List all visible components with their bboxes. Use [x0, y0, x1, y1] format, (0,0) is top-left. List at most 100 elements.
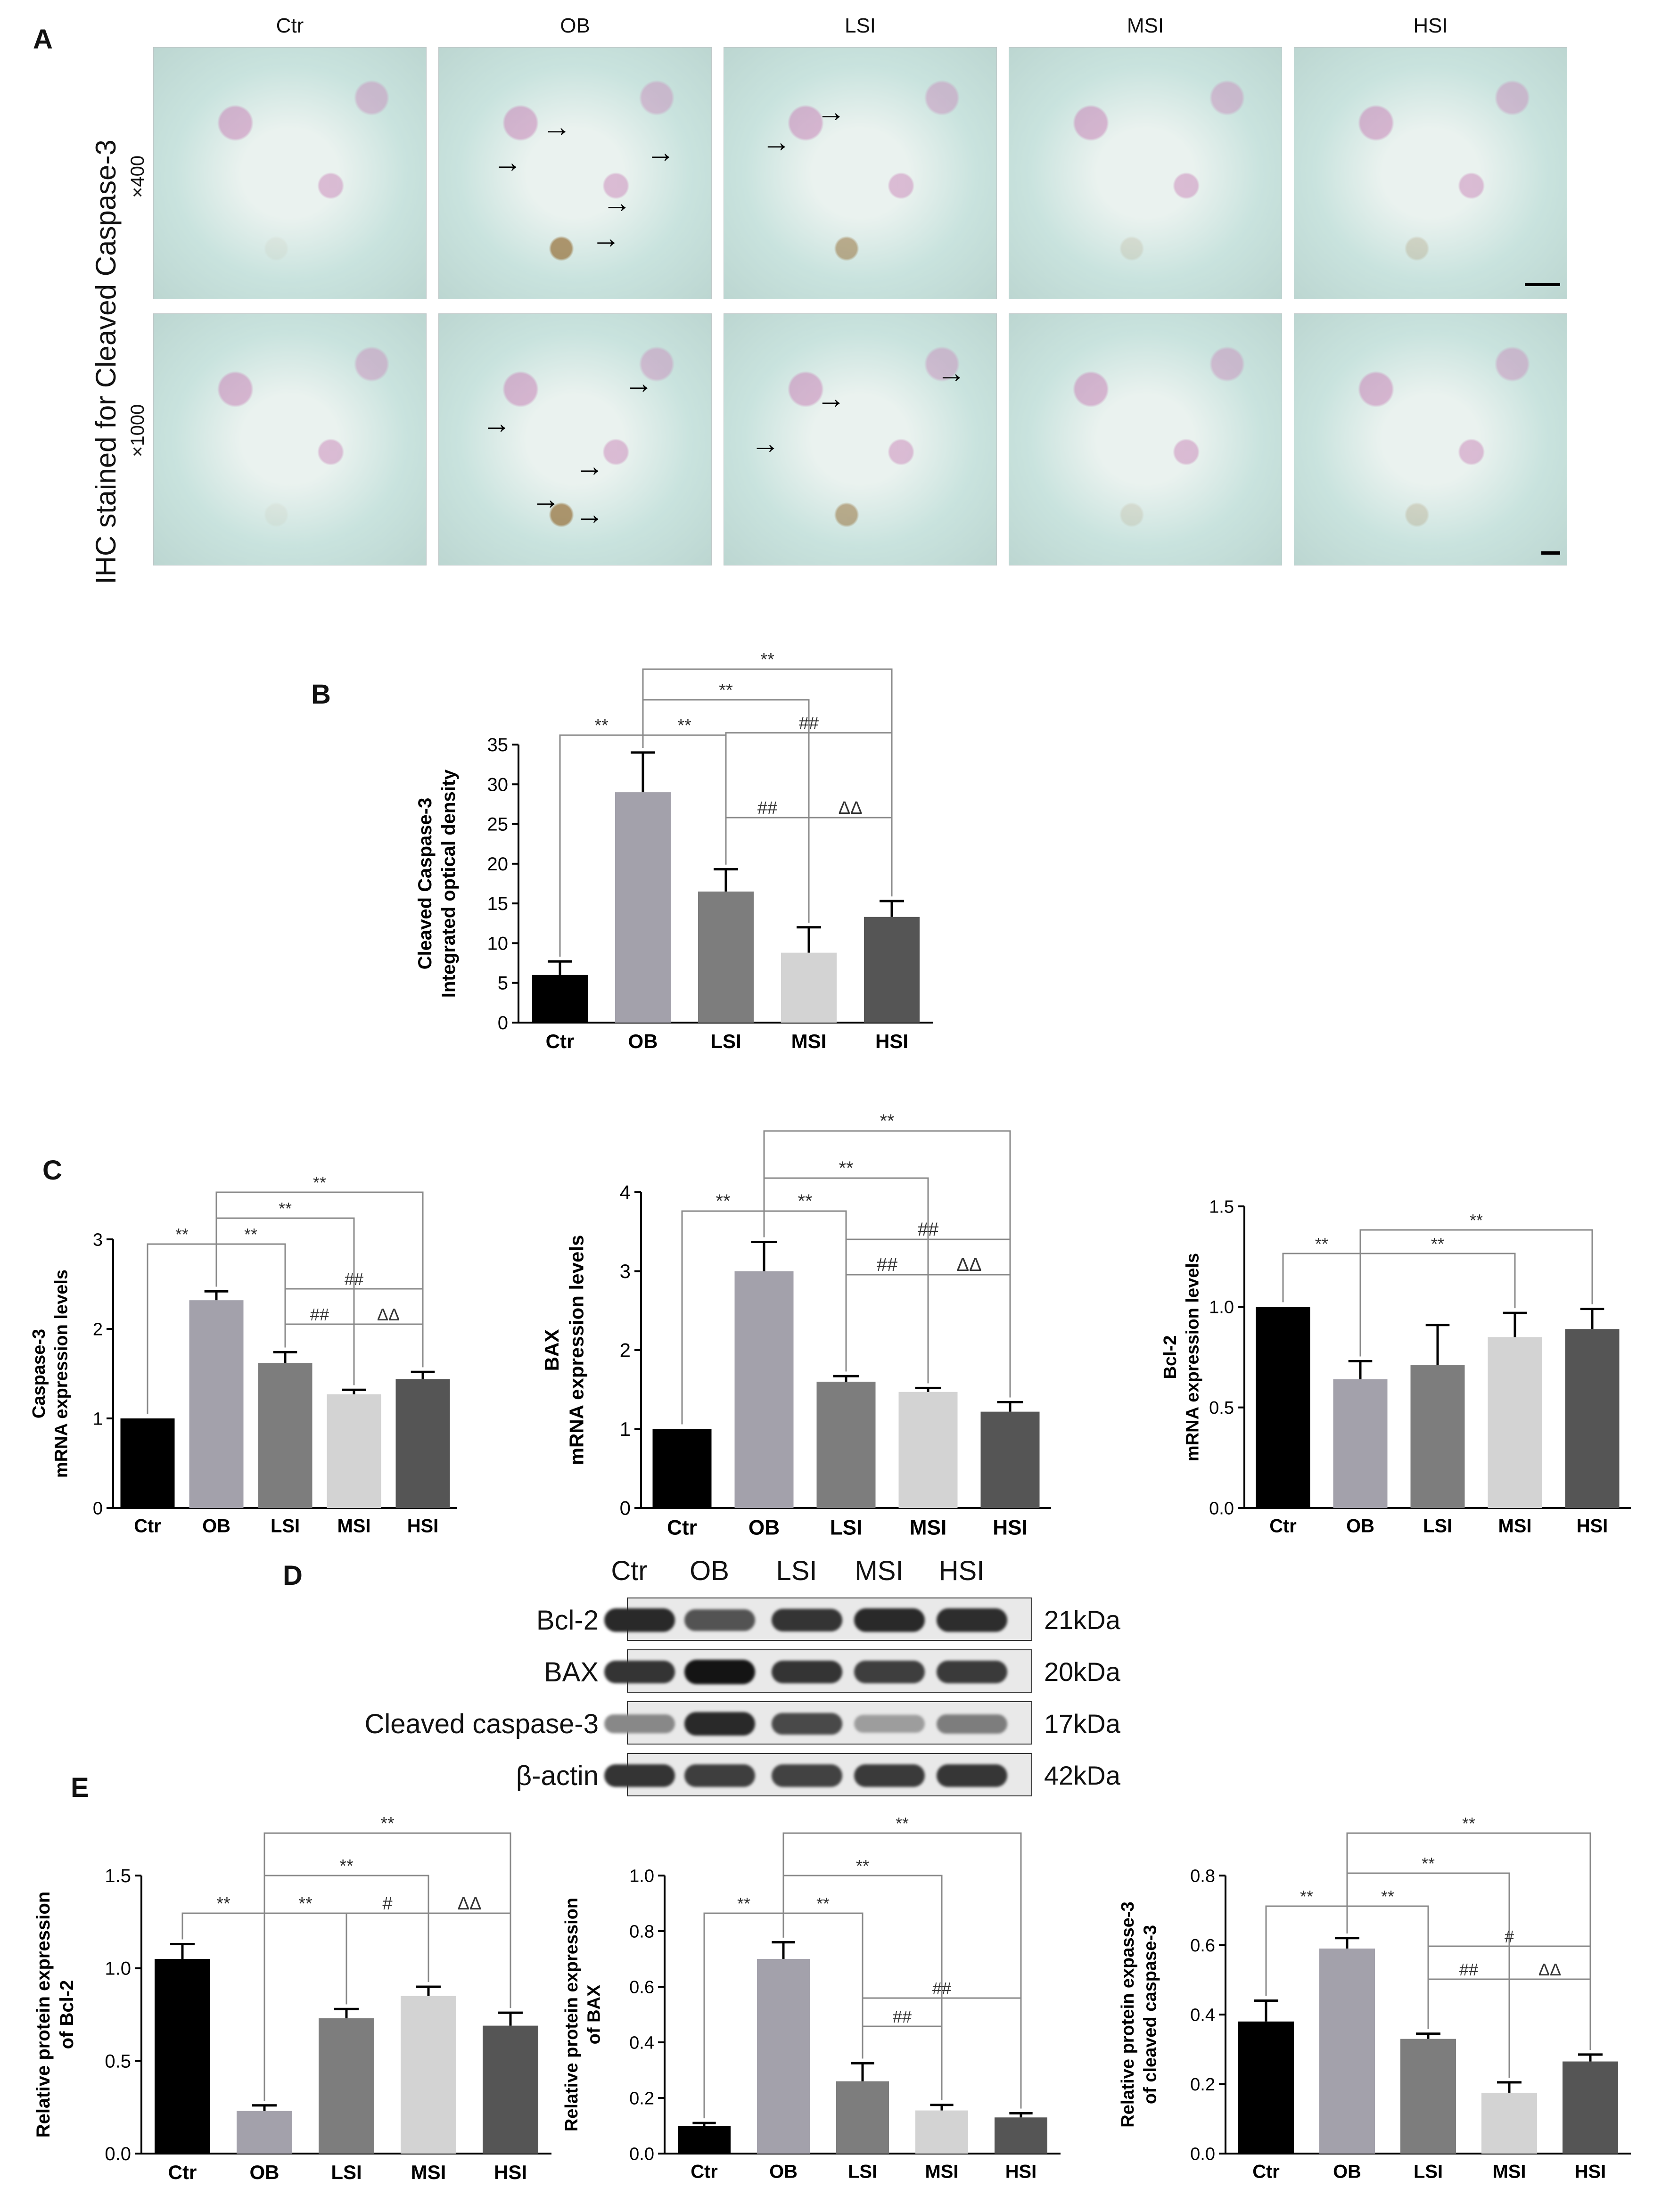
y-axis-label-line: of BAX [584, 1984, 604, 2044]
y-tick-label: 1.0 [629, 1866, 654, 1886]
x-tick-label: MSI [411, 2161, 446, 2183]
bar-ob [734, 1271, 794, 1508]
positive-cell-arrow-icon: → [493, 146, 522, 179]
bar-lsi [1400, 2039, 1456, 2154]
x-tick-label: OB [250, 2161, 280, 2183]
significance-marker: ** [279, 1199, 292, 1218]
bar-lsi [698, 891, 754, 1023]
significance-marker: ** [380, 1814, 395, 1834]
micrograph-column-label: OB [560, 14, 590, 37]
significance-marker: ** [313, 1173, 326, 1192]
bar-msi [1488, 1337, 1542, 1508]
y-tick-label: 0.8 [1190, 1866, 1215, 1886]
x-tick-label: OB [202, 1516, 230, 1536]
micrograph-msi-x1000 [1009, 313, 1282, 565]
significance-marker: ** [594, 716, 609, 736]
x-tick-label: OB [628, 1030, 658, 1052]
bar-lsi [258, 1363, 313, 1508]
y-axis-label-line: Relative protein expasse-3 [1118, 1901, 1138, 2127]
bar-ctr [120, 1418, 175, 1508]
significance-marker: ## [757, 798, 777, 818]
x-tick-label: HSI [1575, 2161, 1606, 2182]
significance-marker: ## [345, 1270, 363, 1289]
x-tick-label: MSI [925, 2161, 959, 2182]
blot-band [772, 1660, 842, 1684]
bar-hsi [1565, 1329, 1620, 1508]
y-tick-label: 5 [498, 973, 508, 994]
y-tick-label: 1.0 [105, 1958, 131, 1979]
bar-ctr [652, 1429, 712, 1508]
significance-marker: ** [216, 1894, 230, 1914]
micrograph-column-label: LSI [844, 14, 876, 37]
bar-ob [189, 1300, 244, 1508]
significance-marker: ** [677, 716, 691, 736]
y-tick-label: 1.5 [1209, 1197, 1234, 1217]
bar-msi [915, 2110, 968, 2154]
positive-cell-arrow-icon: → [531, 483, 561, 516]
significance-marker: ** [798, 1191, 812, 1212]
y-tick-label: 0 [620, 1497, 631, 1519]
x-tick-label: LSI [1423, 1516, 1452, 1536]
x-tick-label: Ctr [168, 2161, 197, 2183]
y-axis-label-line: of Bcl-2 [57, 1980, 77, 2049]
blot-band [684, 1660, 755, 1684]
x-tick-label: HSI [875, 1030, 908, 1052]
x-tick-label: HSI [407, 1516, 439, 1536]
blot-band [684, 1764, 755, 1787]
y-axis-label-line: mRNA expression levels [52, 1270, 72, 1478]
x-tick-label: LSI [1414, 2161, 1443, 2182]
panel-letter-a: A [33, 24, 53, 55]
bar-ctr [532, 975, 588, 1023]
x-tick-label: LSI [848, 2161, 877, 2182]
significance-marker: ** [760, 650, 774, 670]
positive-cell-arrow-icon: → [575, 450, 604, 483]
significance-bracket [862, 2025, 943, 2100]
bar-msi [781, 952, 837, 1023]
significance-marker: ** [816, 1894, 830, 1913]
y-tick-label: 20 [487, 854, 509, 875]
y-tick-label: 15 [487, 893, 509, 914]
blot-kda-label: 42kDa [1044, 1761, 1120, 1790]
bar-lsi [836, 2081, 889, 2154]
y-tick-label: 0.5 [105, 2051, 131, 2072]
micrograph-ob-x400 [438, 47, 712, 299]
bar-ctr [155, 1959, 210, 2154]
y-tick-label: 10 [487, 933, 509, 954]
y-tick-label: 0.0 [105, 2144, 131, 2164]
significance-marker: # [1505, 1927, 1514, 1946]
blot-lane-label: MSI [855, 1556, 904, 1586]
blot-band [772, 1764, 842, 1787]
y-tick-label: 0.0 [1209, 1499, 1234, 1518]
micrograph-hsi-x400 [1294, 47, 1567, 299]
significance-marker: ΔΔ [458, 1894, 482, 1914]
bar-ctr [678, 2126, 731, 2154]
y-tick-label: 1.0 [1209, 1298, 1234, 1318]
positive-cell-arrow-icon: → [602, 186, 632, 219]
panel-letter-d: D [283, 1560, 303, 1591]
significance-marker: ΔΔ [1538, 1960, 1561, 1979]
y-tick-label: 25 [487, 814, 509, 835]
micrograph-msi-x400 [1009, 47, 1282, 299]
bar-msi [1481, 2092, 1537, 2154]
bar-hsi [395, 1379, 450, 1508]
significance-marker: ** [839, 1158, 853, 1179]
blot-lane-label: Ctr [611, 1556, 648, 1586]
positive-cell-arrow-icon: → [937, 357, 966, 390]
y-tick-label: 35 [487, 735, 509, 755]
blot-band [854, 1764, 925, 1787]
y-axis-label-line: Integrated optical density [438, 769, 459, 998]
x-tick-label: LSI [331, 2161, 362, 2183]
y-axis-label-line: Relative protein expression [562, 1898, 582, 2131]
y-tick-label: 2 [620, 1339, 631, 1361]
significance-bracket [782, 1832, 1022, 2109]
y-tick-label: 0.4 [629, 2033, 654, 2053]
x-tick-label: Ctr [1252, 2161, 1280, 2182]
positive-cell-arrow-icon: → [816, 382, 846, 415]
significance-marker: ΔΔ [839, 798, 863, 818]
significance-marker: ** [339, 1856, 354, 1876]
significance-bracket [927, 1274, 1011, 1398]
y-tick-label: 0.4 [1190, 2005, 1215, 2025]
